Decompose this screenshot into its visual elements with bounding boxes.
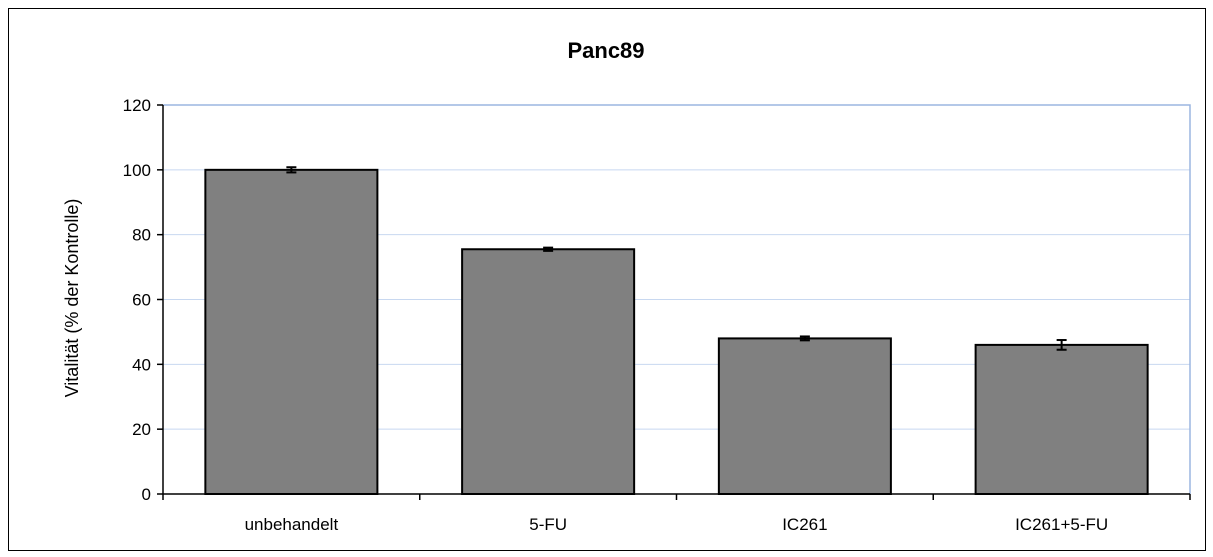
y-tick-label: 80 [132,226,151,245]
plot-area: 0 20 40 60 80 100 120 unbehandelt 5-FU IC261 IC261… [123,96,1191,534]
bar-5-fu [461,248,636,495]
y-tick-label: 120 [123,96,151,115]
y-tick-label: 100 [123,161,151,180]
x-tick-label: IC261+5-FU [1015,515,1108,534]
bar-unbehandelt [204,168,379,495]
bar-ic261 [717,337,892,495]
y-tick-label: 20 [132,420,151,439]
plot-border [163,104,1191,494]
y-tick-label: 0 [142,485,151,504]
bar-ic261-5-fu [974,343,1149,495]
y-tick-label: 60 [132,291,151,310]
y-tick-label: 40 [132,355,151,374]
y-axis-label: Vitalität (% der Kontrolle) [62,199,82,398]
x-tick-label: IC261 [782,515,827,534]
x-tick-label: 5-FU [529,515,567,534]
x-tick-label: unbehandelt [245,515,339,534]
chart-title: Panc89 [567,38,644,63]
